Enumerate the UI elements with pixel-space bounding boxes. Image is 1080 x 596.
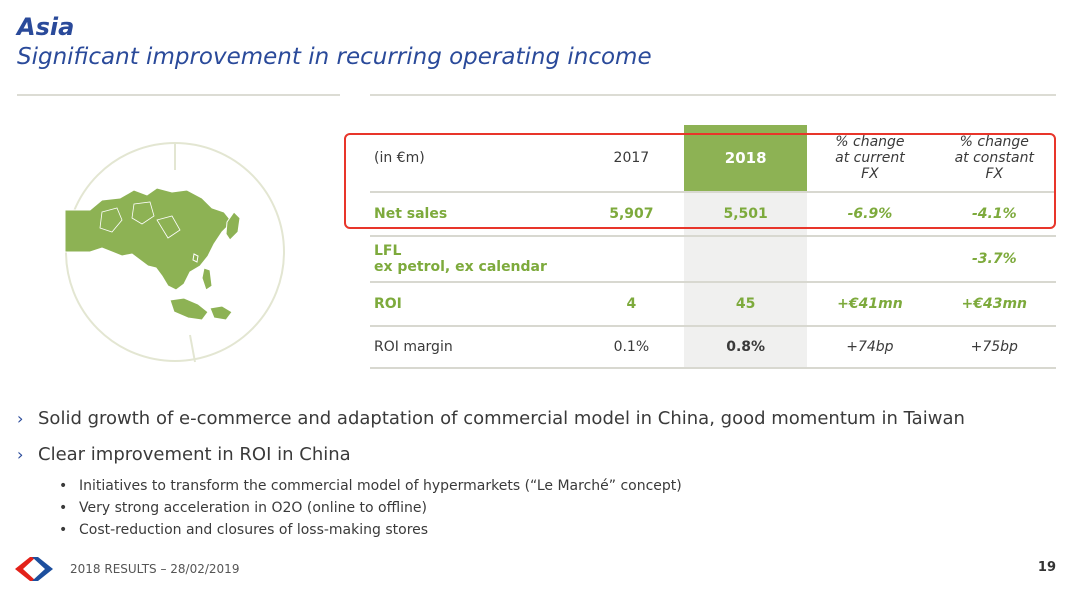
- table-header-row: (in €m) 2017 2018 % change at current FX…: [370, 125, 1056, 192]
- header-change-constant-line: at constant: [954, 150, 1034, 166]
- table-row-roi: ROI 4 45 +€41mn +€43mn: [370, 281, 1056, 326]
- table-row-roi-margin: ROI margin 0.1% 0.8% +74bp +75bp: [370, 325, 1056, 369]
- page-number: 19: [1037, 560, 1056, 575]
- roi-margin-change-current: +74bp: [807, 325, 933, 369]
- header-2018: 2018: [684, 125, 808, 192]
- header-change-current-line: FX: [861, 166, 879, 182]
- bullet-dot-icon: •: [59, 478, 68, 494]
- bullet-item: › Clear improvement in ROI in China: [17, 441, 965, 467]
- header-unit-label: (in €m): [374, 150, 425, 166]
- header-change-constant-line: FX: [985, 166, 1004, 182]
- roi-margin-2018: 0.8%: [684, 325, 808, 369]
- sub-bullet-item: • Cost-reduction and closures of loss-mak…: [59, 519, 965, 541]
- table-row-lfl: LFL ex petrol, ex calendar -3.7%: [370, 235, 1056, 282]
- header-change-constant-line: % change: [959, 134, 1029, 150]
- sub-bullet-list: • Initiatives to transform the commercial…: [59, 475, 965, 541]
- bullet-text-ecommerce: Solid growth of e-commerce and adaptatio…: [38, 407, 965, 429]
- bullet-item: › Solid growth of e-commerce and adaptat…: [17, 405, 965, 431]
- header-2017: 2017: [613, 150, 650, 166]
- slide-title-block: Asia Significant improvement in recurrin…: [17, 12, 652, 72]
- header-change-current-fx: % change at current FX: [807, 125, 932, 192]
- roi-margin-label: ROI margin: [370, 325, 579, 369]
- bullet-list: › Solid growth of e-commerce and adaptat…: [17, 405, 965, 541]
- chevron-right-icon: ›: [17, 444, 24, 464]
- bullet-text-roi-china: Clear improvement in ROI in China: [38, 443, 351, 465]
- roi-change-current: +€41mn: [807, 281, 933, 326]
- roi-label: ROI: [370, 281, 579, 326]
- footer-text: 2018 RESULTS – 28/02/2019: [70, 562, 240, 576]
- slide-subtitle: Significant improvement in recurring ope…: [17, 44, 652, 70]
- roi-2017: 4: [578, 281, 685, 326]
- footer: 2018 RESULTS – 28/02/2019: [12, 554, 239, 584]
- header-change-constant-fx: % change at constant FX: [933, 125, 1056, 192]
- bullet-dot-icon: •: [59, 522, 68, 538]
- lfl-2017: [578, 235, 685, 282]
- roi-margin-change-constant: +75bp: [932, 325, 1056, 369]
- lfl-change-current: [807, 235, 933, 282]
- header-change-current-line: % change: [835, 134, 905, 150]
- header-change-current-line: at current: [835, 150, 905, 166]
- lfl-2018: [684, 235, 808, 282]
- sub-bullet-text: Very strong acceleration in O2O (online …: [79, 500, 427, 516]
- lfl-change-constant: -3.7%: [932, 235, 1056, 282]
- bullet-dot-icon: •: [59, 500, 68, 516]
- divider-left: [17, 94, 340, 96]
- lfl-label: LFL ex petrol, ex calendar: [370, 235, 579, 282]
- roi-2018: 45: [684, 281, 808, 326]
- sub-bullet-text: Cost-reduction and closures of loss-maki…: [79, 522, 429, 538]
- lfl-label-line2: ex petrol, ex calendar: [374, 259, 547, 275]
- lfl-label-line1: LFL: [374, 243, 402, 259]
- roi-margin-2017: 0.1%: [578, 325, 685, 369]
- divider-right: [370, 94, 1056, 96]
- chevron-right-icon: ›: [17, 408, 24, 428]
- roi-change-constant: +€43mn: [932, 281, 1056, 326]
- sub-bullet-item: • Very strong acceleration in O2O (online…: [59, 497, 965, 519]
- sub-bullet-text: Initiatives to transform the commercial …: [79, 478, 682, 494]
- table-row-net-sales: Net sales 5,907 5,501 -6.9% -4.1%: [370, 191, 1056, 236]
- asia-map-icon: [64, 142, 285, 363]
- slide-title: Asia: [17, 13, 75, 41]
- net-sales-highlight-box: [344, 133, 1056, 229]
- results-table: (in €m) 2017 2018 % change at current FX…: [370, 125, 1056, 369]
- carrefour-logo-icon: [15, 557, 53, 581]
- sub-bullet-item: • Initiatives to transform the commercial…: [59, 475, 965, 497]
